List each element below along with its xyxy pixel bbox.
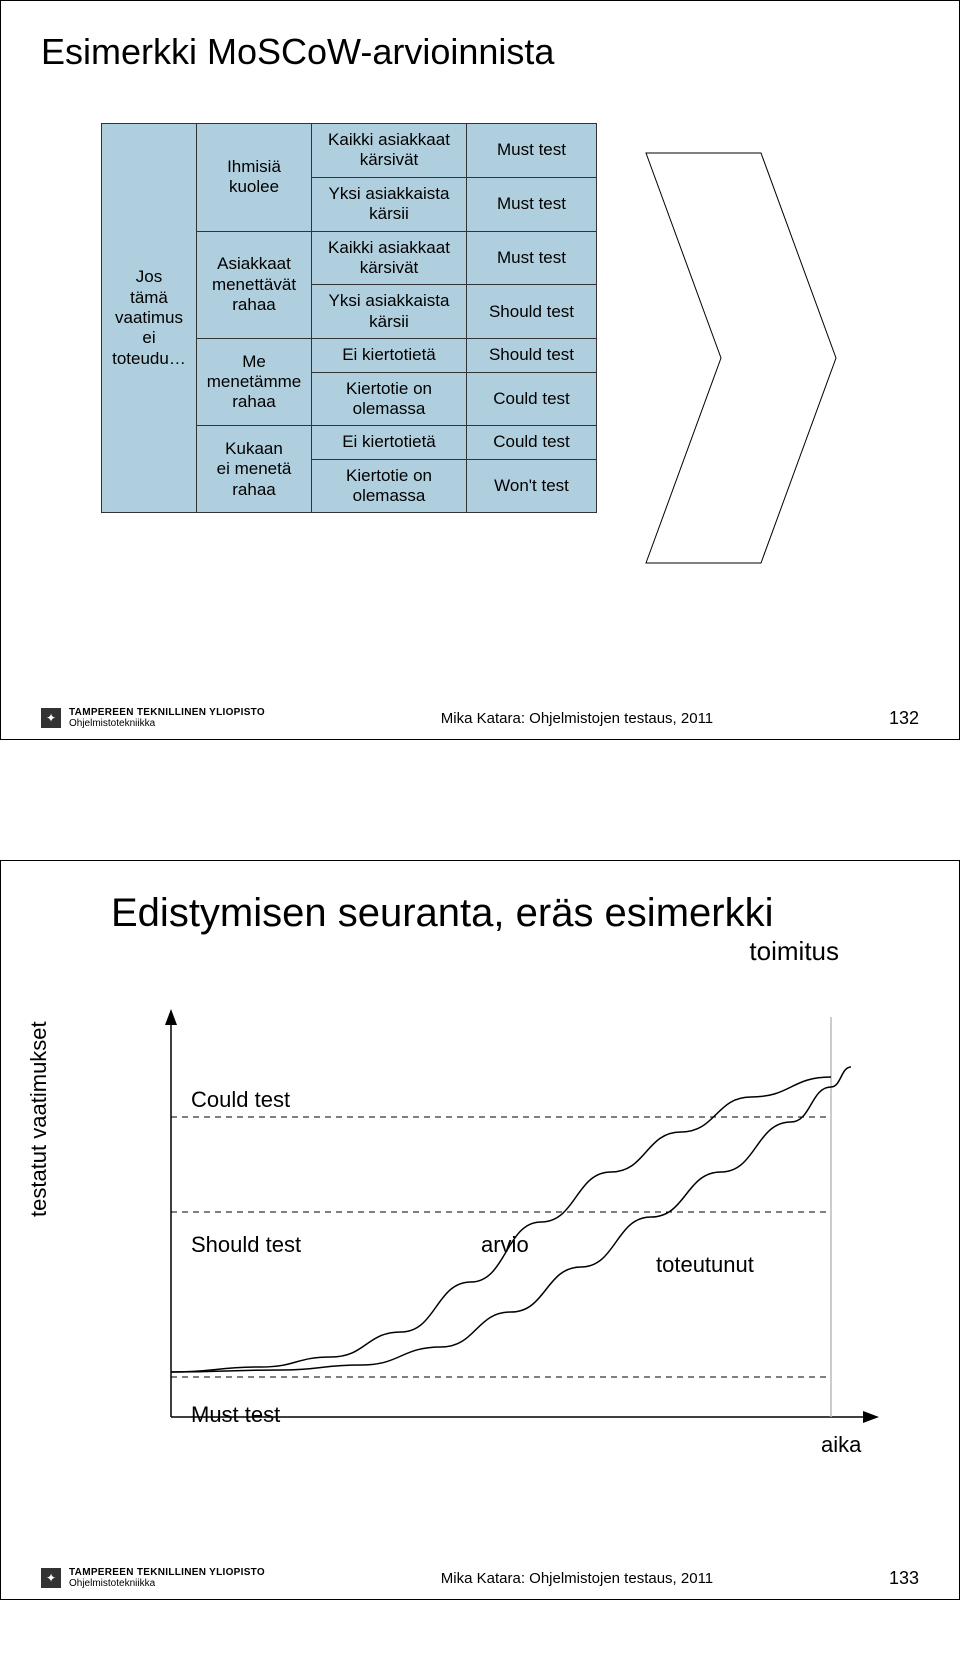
svg-text:toteutunut: toteutunut (656, 1252, 754, 1277)
footer-attribution: Mika Katara: Ohjelmistojen testaus, 2011 (441, 710, 713, 727)
cell-d8: Won't test (467, 459, 597, 513)
logo-badge-icon: ✦ (41, 1568, 61, 1588)
slide2-title: Edistymisen seuranta, eräs esimerkki (111, 891, 919, 936)
slide2-footer: ✦ TAMPEREEN TEKNILLINEN YLIOPISTO Ohjelm… (41, 1567, 919, 1589)
cell-d6: Could test (467, 372, 597, 426)
cell-c3: Kaikki asiakkaatkärsivät (312, 231, 467, 285)
moscow-table: Jostämävaatimuseitoteudu… Ihmisiäkuolee … (101, 123, 597, 513)
label-toimitus: toimitus (111, 936, 839, 967)
cell-d7: Could test (467, 426, 597, 459)
cell-c2: Yksi asiakkaistakärsii (312, 177, 467, 231)
footer-attribution: Mika Katara: Ohjelmistojen testaus, 2011 (441, 1570, 713, 1587)
page-number: 132 (889, 708, 919, 729)
page-number: 133 (889, 1568, 919, 1589)
svg-text:aika: aika (821, 1432, 862, 1457)
cell-c7: Ei kiertotietä (312, 426, 467, 459)
logo-line2: Ohjelmistotekniikka (69, 718, 265, 729)
svg-text:arvio: arvio (481, 1232, 529, 1257)
svg-text:Must test: Must test (191, 1402, 280, 1427)
y-axis-label: testatut vaatimukset (26, 1021, 52, 1217)
cell-d3: Must test (467, 231, 597, 285)
cell-d4: Should test (467, 285, 597, 339)
university-logo: ✦ TAMPEREEN TEKNILLINEN YLIOPISTO Ohjelm… (41, 707, 265, 729)
cell-c1: Kaikki asiakkaatkärsivät (312, 124, 467, 178)
cell-c6: Kiertotie onolemassa (312, 372, 467, 426)
cell-b1: Ihmisiäkuolee (197, 124, 312, 232)
svg-text:Should test: Should test (191, 1232, 301, 1257)
cell-b4: Kukaanei menetärahaa (197, 426, 312, 513)
cell-d5: Should test (467, 339, 597, 372)
progress-chart: Could test Should test Must test arvio toteu… (111, 977, 881, 1477)
slide-moscow: Esimerkki MoSCoW-arvioinnista Jostämävaa… (0, 0, 960, 740)
university-logo: ✦ TAMPEREEN TEKNILLINEN YLIOPISTO Ohjelm… (41, 1567, 265, 1589)
logo-line1: TAMPEREEN TEKNILLINEN YLIOPISTO (69, 707, 265, 718)
chart-svg: Could test Should test Must test arvio toteu… (111, 977, 881, 1477)
logo-line1: TAMPEREEN TEKNILLINEN YLIOPISTO (69, 1567, 265, 1578)
cell-d1: Must test (467, 124, 597, 178)
cell-b3: Memenetämmerahaa (197, 339, 312, 426)
moscow-content: Jostämävaatimuseitoteudu… Ihmisiäkuolee … (41, 103, 921, 623)
cell-condition: Jostämävaatimuseitoteudu… (102, 124, 197, 513)
cell-c5: Ei kiertotietä (312, 339, 467, 372)
svg-text:Could test: Could test (191, 1087, 290, 1112)
logo-badge-icon: ✦ (41, 708, 61, 728)
priority-arrow (641, 148, 841, 568)
progress-chart-wrap: testatut vaatimukset Could testShould te… (41, 967, 921, 1517)
slide-title: Esimerkki MoSCoW-arvioinnista (41, 31, 919, 73)
slide-progress: Edistymisen seuranta, eräs esimerkki toi… (0, 860, 960, 1600)
slide-footer: ✦ TAMPEREEN TEKNILLINEN YLIOPISTO Ohjelm… (41, 707, 919, 729)
logo-line2: Ohjelmistotekniikka (69, 1578, 265, 1589)
cell-d2: Must test (467, 177, 597, 231)
cell-c8: Kiertotie onolemassa (312, 459, 467, 513)
cell-c4: Yksi asiakkaistakärsii (312, 285, 467, 339)
cell-b2: Asiakkaatmenettävätrahaa (197, 231, 312, 339)
